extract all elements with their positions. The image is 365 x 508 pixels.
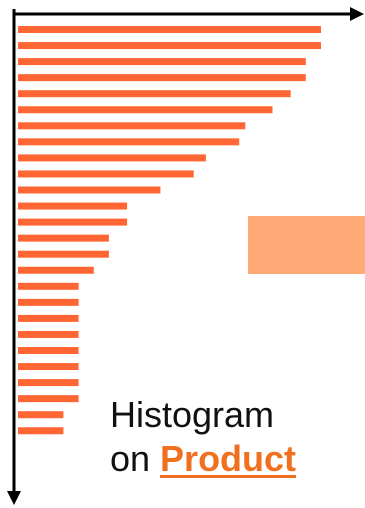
histogram-bar <box>18 106 273 114</box>
histogram-bar <box>18 218 128 226</box>
legend-swatch <box>248 216 365 274</box>
histogram-bar <box>18 90 291 98</box>
histogram-bar <box>18 347 79 354</box>
histogram-bar <box>18 250 109 258</box>
histogram-bar <box>18 138 240 146</box>
histogram-bar <box>18 330 79 338</box>
histogram-bar <box>18 411 64 419</box>
histogram-bar <box>18 58 306 66</box>
histogram-bar <box>18 186 161 194</box>
histogram-bar <box>18 266 94 274</box>
x-axis-arrowhead <box>350 7 364 21</box>
histogram-bar <box>18 74 306 82</box>
histogram-bar <box>18 202 128 210</box>
histogram-bar <box>18 170 194 178</box>
histogram-bar <box>18 298 79 306</box>
y-axis-arrowhead <box>7 491 21 505</box>
chart-caption: Histogram on Product <box>110 393 360 481</box>
histogram-bar <box>18 42 321 50</box>
histogram-bar <box>18 395 79 403</box>
histogram-bars <box>18 26 321 435</box>
caption-emphasis: Product <box>160 438 297 479</box>
histogram-bar <box>18 379 79 387</box>
caption-line-2: on Product <box>110 437 360 481</box>
caption-line-1: Histogram <box>110 394 275 435</box>
histogram-bar <box>18 154 206 162</box>
histogram-bar <box>18 26 321 33</box>
histogram-bar <box>18 122 246 130</box>
caption-prefix: on <box>110 438 161 479</box>
histogram-bar <box>18 234 109 242</box>
histogram-bar <box>18 282 79 290</box>
histogram-bar <box>18 427 64 435</box>
histogram-bar <box>18 314 79 322</box>
histogram-bar <box>18 363 79 371</box>
